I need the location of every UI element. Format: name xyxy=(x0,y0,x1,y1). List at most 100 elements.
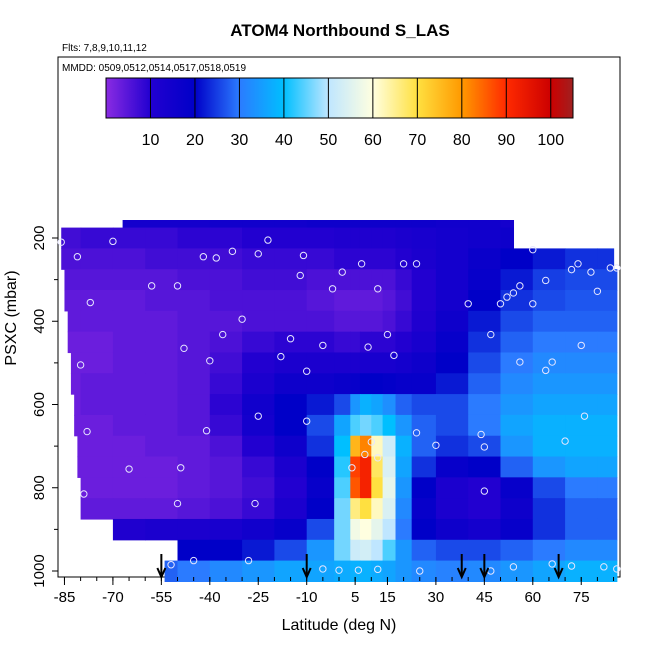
heatmap-cell xyxy=(395,539,413,562)
heatmap-cell xyxy=(532,331,566,354)
sample-point xyxy=(328,285,337,293)
heatmap-cell xyxy=(411,248,437,270)
heatmap-cell xyxy=(565,560,598,582)
sample-point xyxy=(593,287,602,295)
sample-point xyxy=(296,271,304,280)
sample-point xyxy=(228,247,237,256)
heatmap-cell xyxy=(209,269,243,291)
heatmap-cell xyxy=(597,290,618,312)
heatmap-cell xyxy=(468,394,502,416)
heatmap-cell xyxy=(145,414,179,437)
heatmap-cell xyxy=(395,435,413,458)
heatmap-cell xyxy=(435,394,469,416)
heatmap-cell xyxy=(242,498,275,520)
heatmap-cell xyxy=(145,290,179,312)
heatmap-cell xyxy=(532,477,566,499)
heatmap-cell xyxy=(274,518,308,541)
heatmap-cell xyxy=(177,394,211,416)
heatmap-cell xyxy=(112,310,146,333)
heatmap-cell xyxy=(350,248,361,270)
heatmap-cell xyxy=(70,373,82,395)
heatmap-cell xyxy=(468,373,502,395)
heatmap-cell xyxy=(145,352,179,374)
heatmap-cell xyxy=(177,373,211,395)
heatmap-cell xyxy=(274,352,308,374)
heatmap-cell xyxy=(359,518,372,541)
sample-point xyxy=(189,556,198,565)
sample-point xyxy=(219,330,227,339)
heatmap-cell xyxy=(532,373,566,395)
heatmap-cell xyxy=(274,290,308,312)
heatmap-cell xyxy=(209,539,243,562)
heatmap-cell xyxy=(411,352,437,374)
heatmap-cell xyxy=(359,310,372,333)
heatmap-cell xyxy=(395,220,413,229)
heatmap-cell xyxy=(242,290,275,312)
heatmap-cell xyxy=(164,560,179,582)
heatmap-cell xyxy=(382,310,397,333)
sample-point xyxy=(212,254,220,262)
sample-point xyxy=(529,245,537,254)
heatmap-cell xyxy=(597,560,618,582)
heatmap-cell xyxy=(411,373,437,395)
heatmap-cell xyxy=(371,220,384,229)
heatmap-cell xyxy=(74,394,82,416)
heatmap-cell xyxy=(468,310,502,333)
heatmap-cell xyxy=(395,310,413,333)
heatmap-cell xyxy=(334,477,351,499)
heatmap-cell xyxy=(67,310,82,333)
heatmap-cell xyxy=(177,560,211,582)
heatmap-cell xyxy=(112,290,146,312)
y-axis-label: PSXC (mbar) xyxy=(3,270,20,365)
heatmap-cell xyxy=(359,331,372,354)
heatmap-cell xyxy=(112,248,146,270)
heatmap-cell xyxy=(382,269,397,291)
heatmap-cell xyxy=(411,310,437,333)
heatmap-cell xyxy=(371,498,384,520)
sample-point xyxy=(206,357,214,365)
heatmap-cell xyxy=(242,352,275,374)
heatmap-cell xyxy=(112,227,146,249)
heatmap-cell xyxy=(350,227,361,249)
heatmap-cell xyxy=(145,518,179,541)
heatmap-cell xyxy=(500,518,534,541)
heatmap-cell xyxy=(411,290,437,312)
heatmap-cell xyxy=(395,498,413,520)
sample-point xyxy=(199,253,208,261)
heatmap-cell xyxy=(468,539,502,562)
colorbar-tick-label: 90 xyxy=(497,132,515,149)
sample-point xyxy=(83,427,91,436)
heatmap-cell xyxy=(145,220,179,229)
sample-point xyxy=(480,443,489,451)
heatmap-cell xyxy=(371,352,384,374)
heatmap-cell xyxy=(209,220,243,229)
sample-point xyxy=(173,499,182,508)
heatmap-cell xyxy=(359,477,372,499)
heatmap-cell xyxy=(468,227,502,249)
heatmap-cell xyxy=(350,331,361,354)
heatmap-cell xyxy=(382,414,397,437)
heatmap-cell xyxy=(242,414,275,437)
heatmap-cell xyxy=(306,220,335,229)
heatmap-cell xyxy=(306,310,335,333)
heatmap-cell xyxy=(242,518,275,541)
heatmap-cell xyxy=(334,310,351,333)
heatmap-cell xyxy=(80,414,114,437)
sample-point xyxy=(109,237,117,246)
sample-point xyxy=(587,268,595,276)
y-tick-label: 600 xyxy=(31,392,48,417)
sample-point xyxy=(516,282,524,290)
heatmap-cell xyxy=(597,269,618,291)
heatmap-cell xyxy=(435,331,469,354)
heatmap-cell xyxy=(77,456,82,478)
heatmap-cell xyxy=(597,394,618,416)
heatmap-cell xyxy=(306,269,335,291)
heatmap-cell xyxy=(80,248,114,270)
heatmap-cell xyxy=(435,352,469,374)
heatmap-cell xyxy=(468,498,502,520)
heatmap-cell xyxy=(350,539,361,562)
arrow-marker xyxy=(553,554,564,580)
heatmap-cell xyxy=(145,310,179,333)
heatmap-cell xyxy=(334,539,351,562)
sample-point xyxy=(57,238,65,246)
